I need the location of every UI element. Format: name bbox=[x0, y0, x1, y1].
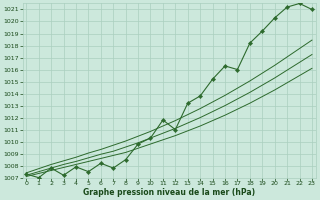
X-axis label: Graphe pression niveau de la mer (hPa): Graphe pression niveau de la mer (hPa) bbox=[83, 188, 255, 197]
